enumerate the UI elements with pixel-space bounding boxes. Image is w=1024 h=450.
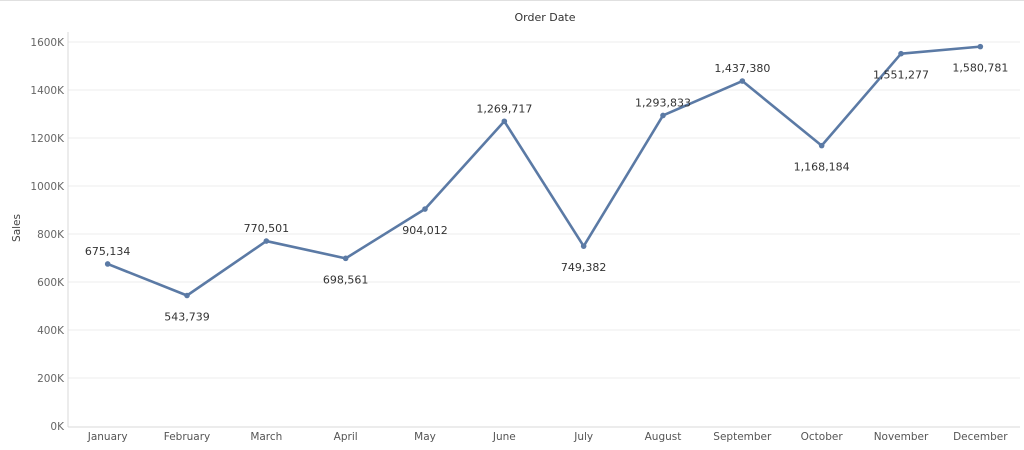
data-point — [263, 238, 270, 244]
y-tick-label: 0K — [50, 421, 65, 433]
x-tick-label: September — [713, 431, 772, 443]
sales-series-line — [107, 45, 981, 297]
data-point — [660, 112, 666, 119]
x-tick-label: May — [414, 431, 436, 443]
x-tick-label: July — [573, 431, 593, 443]
data-label: 1,551,277 — [873, 69, 929, 82]
data-label: 1,293,833 — [635, 96, 691, 109]
y-tick-label: 800K — [37, 229, 65, 241]
data-point — [818, 142, 825, 149]
data-point — [580, 243, 587, 249]
data-point — [977, 43, 984, 50]
x-tick-label: December — [953, 431, 1008, 443]
x-tick-label: January — [87, 431, 128, 443]
x-tick-label: February — [164, 431, 211, 443]
x-tick-label: April — [334, 431, 358, 443]
x-tick-label: August — [645, 431, 682, 443]
y-tick-label: 1600K — [30, 37, 65, 49]
y-tick-label: 1400K — [30, 85, 65, 97]
data-point — [342, 255, 349, 262]
data-label: 770,501 — [244, 222, 290, 235]
data-label: 543,739 — [164, 311, 210, 324]
data-label: 1,437,380 — [714, 62, 770, 75]
chart-title: Order Date — [514, 11, 575, 24]
y-tick-label: 1000K — [30, 181, 65, 193]
x-tick-label: June — [492, 431, 516, 443]
data-point — [422, 206, 428, 212]
data-label: 698,561 — [323, 273, 369, 286]
y-tick-label: 200K — [37, 373, 65, 385]
data-point — [104, 261, 111, 267]
data-labels: 675,134 543,739 770,501 698,561 904,012 1,269… — [85, 62, 1008, 324]
data-point — [184, 292, 190, 299]
y-tick-label: 600K — [37, 277, 65, 289]
data-label: 675,134 — [85, 245, 131, 258]
data-point — [739, 78, 746, 84]
data-label: 1,269,717 — [476, 102, 532, 115]
y-axis-label: Sales — [11, 214, 23, 242]
data-points — [104, 43, 984, 299]
data-label: 1,580,781 — [952, 62, 1008, 75]
x-tick-label: October — [801, 431, 844, 443]
y-axis-ticks: 0K 200K 400K 600K 800K 1000K 1200K 1400K 1600K — [30, 37, 65, 433]
y-tick-label: 1200K — [30, 133, 65, 145]
data-label: 749,382 — [561, 261, 607, 274]
x-tick-label: November — [874, 431, 929, 443]
data-label: 1,168,184 — [794, 161, 850, 174]
data-point — [501, 118, 508, 125]
y-tick-label: 400K — [37, 325, 65, 337]
data-point — [898, 50, 904, 57]
x-tick-label: March — [250, 431, 282, 443]
gridlines — [68, 41, 1020, 379]
data-label: 904,012 — [402, 224, 448, 237]
x-axis-ticks: January February March April May June July Augu… — [87, 431, 1008, 443]
